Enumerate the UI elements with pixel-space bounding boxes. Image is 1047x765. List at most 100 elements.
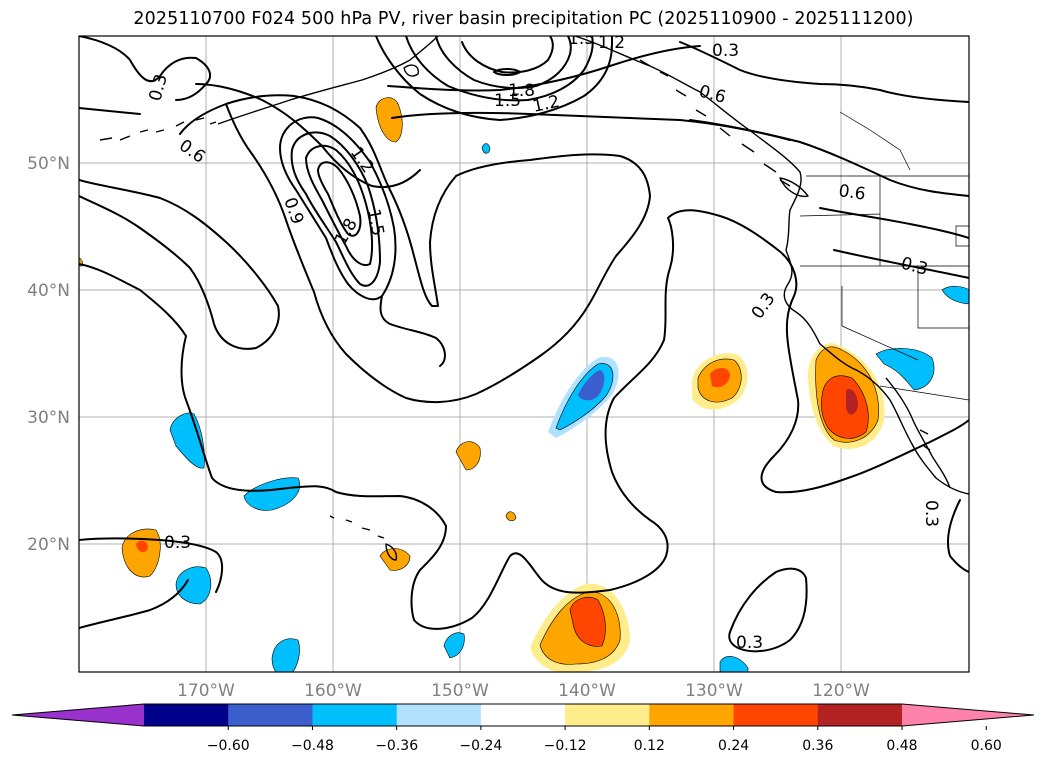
- lon-tick-label: 140°W: [558, 681, 616, 701]
- pv-contour-1.2: [290, 131, 381, 287]
- aleutian-chain: [99, 117, 217, 141]
- pv-contour-0.3-west: [79, 36, 212, 101]
- pv-contour-0.9-bottom: [379, 295, 446, 367]
- pv-contour-0.3-main: [79, 209, 969, 630]
- contour-label: 0.3: [712, 41, 739, 61]
- contour-label: 1.5: [568, 29, 595, 49]
- colorbar-segment: [649, 704, 735, 726]
- neg-anomaly-blob: [443, 632, 465, 659]
- pv-contour-0.9: [279, 116, 397, 301]
- colorbar-segment: [565, 704, 650, 726]
- contour-label: 0.3: [146, 72, 172, 103]
- lon-tick-label: 120°W: [812, 681, 870, 701]
- pv-contour-0.3-midwest: [947, 499, 969, 573]
- colorbar-tick-label: 0.60: [971, 738, 1002, 754]
- pos-anomaly-core: [710, 368, 730, 388]
- colorbar-segment: [396, 704, 482, 726]
- baja-california: [885, 377, 951, 489]
- lat-tick-label: 50°N: [27, 154, 70, 174]
- pv-contour-0.6-middle: [179, 94, 651, 404]
- contour-label: 0.6: [697, 82, 728, 108]
- pv-contour-1.8-ring: [461, 36, 554, 74]
- lon-tick-label: 130°W: [685, 681, 743, 701]
- colorbar-segment: [480, 704, 566, 726]
- pv-contours: [79, 36, 969, 653]
- neg-anomaly-blob: [175, 566, 212, 605]
- vancouver-island: [779, 177, 809, 198]
- colorbar-extend-low: [12, 704, 144, 726]
- pos-anomaly-core: [136, 540, 148, 553]
- contour-label: 0.6: [837, 181, 867, 205]
- precip-shading: [79, 97, 969, 672]
- colorbar-tick-label: −0.48: [291, 738, 334, 754]
- canada-province-border: [839, 111, 911, 171]
- map-title: 2025110700 F024 500 hPa PV, river basin …: [133, 9, 914, 29]
- gulf-islands-mexico: [919, 429, 931, 451]
- contour-label: 0.3: [164, 533, 191, 553]
- neg-anomaly-blob: [271, 638, 300, 672]
- colorbar: −0.60 −0.48 −0.36 −0.24 −0.12 0.12 0.24 0.36 0.4…: [11, 703, 1035, 754]
- neg-anomaly-blob: [243, 477, 300, 511]
- colorbar-tick-label: 0.12: [634, 738, 665, 754]
- pos-anomaly-blob: [455, 441, 481, 471]
- colorbar-segment: [228, 704, 313, 726]
- pv-contour-0.9-ring: [375, 36, 613, 121]
- colorbar-segment: [817, 704, 903, 726]
- southeast-alaska-islands: [639, 59, 791, 187]
- map-frame: [78, 35, 970, 673]
- neg-anomaly-blob: [941, 286, 969, 305]
- colorbar-segment: [733, 704, 819, 726]
- pv-contour-max: [493, 68, 521, 76]
- political-borders: [799, 111, 969, 401]
- contour-label: 1.8: [508, 81, 535, 101]
- contour-label: 0.3: [921, 500, 941, 527]
- lat-tick-label: 30°N: [27, 408, 70, 428]
- longitude-labels: 170°W 160°W 150°W 140°W 130°W 120°W: [177, 681, 870, 701]
- neg-anomaly-blob: [481, 143, 491, 154]
- pv-contour-0.3-southwest: [79, 537, 223, 629]
- lat-tick-label: 40°N: [27, 281, 70, 301]
- pv-contour-1.2-ring: [405, 36, 594, 102]
- alaska-peninsula-coast: [217, 36, 439, 125]
- colorbar-tick-label: −0.36: [375, 738, 418, 754]
- pos-anomaly-core: [569, 597, 606, 647]
- lon-tick-label: 170°W: [177, 681, 235, 701]
- pv-contour-0.3-west-lower: [79, 107, 280, 350]
- coastlines: [99, 36, 969, 561]
- pos-anomaly-blob: [121, 528, 161, 578]
- colorbar-tick-label: −0.60: [207, 738, 250, 754]
- colorbar-segment: [312, 704, 398, 726]
- lat-tick-label: 20°N: [27, 535, 70, 555]
- contour-label: 1.2: [531, 92, 562, 117]
- us-mexico-border: [879, 385, 969, 401]
- colorbar-tick-label: 0.36: [802, 738, 833, 754]
- gridlines: [79, 36, 969, 672]
- contour-label: 0.3: [736, 633, 763, 653]
- pos-anomaly-blob: [375, 97, 403, 143]
- kodiak-island: [403, 64, 419, 77]
- contour-label: 1.2: [598, 33, 625, 53]
- pos-anomaly-core: [820, 375, 869, 439]
- colorbar-tick-label: −0.12: [544, 738, 587, 754]
- pv-contour-0.6-coast: [679, 41, 969, 279]
- contour-label: 1.5: [363, 207, 387, 237]
- lon-tick-label: 150°W: [431, 681, 489, 701]
- pv-contour-1.8: [317, 161, 362, 237]
- contour-labels: 0.3 0.6 0.9 1.2 1.5 1.8 1.5 1.2 1.8 1.5 …: [146, 29, 941, 653]
- state-borders: [799, 176, 969, 361]
- north-american-coast: [574, 36, 969, 495]
- pv-contour-1.5: [305, 144, 374, 266]
- pv-contour-1.5-ring: [435, 36, 572, 89]
- colorbar-extend-high: [902, 704, 1034, 726]
- neg-anomaly-blob: [875, 348, 935, 391]
- pos-anomaly-blob: [505, 511, 517, 522]
- colorbar-tick-label: 0.24: [718, 738, 749, 754]
- neg-anomaly-blob: [719, 656, 749, 672]
- latitude-labels: 50°N 40°N 30°N 20°N: [27, 154, 70, 555]
- colorbar-tick-label: 0.48: [886, 738, 917, 754]
- colorbar-outline: [11, 703, 1035, 727]
- hawaiian-islands: [329, 515, 398, 561]
- colorbar-tick-label: −0.24: [459, 738, 502, 754]
- pv-contour-0.3-south: [728, 567, 808, 653]
